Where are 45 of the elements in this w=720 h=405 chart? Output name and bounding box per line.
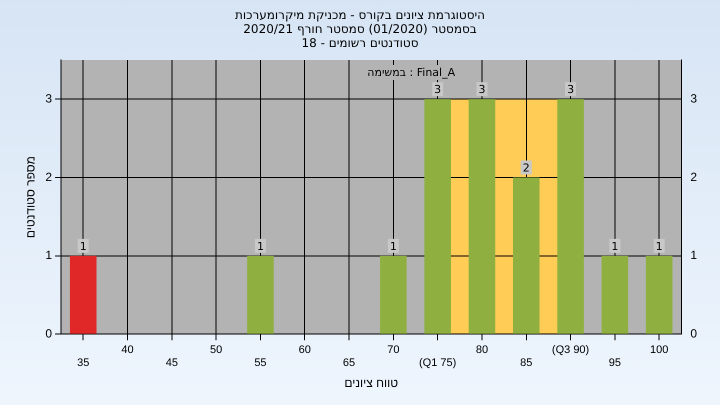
x-tick-label: (Q1 75) bbox=[419, 357, 456, 370]
y2-tick-label: 1 bbox=[690, 248, 698, 262]
x-axis-title: טווח ציונים bbox=[344, 376, 398, 390]
x-tick-label: 85 bbox=[520, 357, 532, 370]
y2-tick-label: 3 bbox=[690, 91, 698, 106]
x-tick-label: 60 bbox=[298, 344, 311, 356]
bar bbox=[646, 256, 672, 334]
data-label: 1 bbox=[256, 240, 264, 253]
y-tick-label: 0 bbox=[45, 326, 52, 341]
y2-tick-label: 2 bbox=[690, 170, 698, 184]
y-tick-label: 2 bbox=[45, 170, 52, 184]
x-tick-label: 40 bbox=[121, 344, 134, 356]
bar bbox=[424, 99, 451, 334]
chart-subtitle: בסמסטר (01/2020) סמסטר חורף 2020/21 סטודנטים רשומים - 18 bbox=[242, 22, 478, 50]
data-label: 3 bbox=[478, 83, 486, 96]
annotation: במשימה : Final_A bbox=[367, 66, 456, 79]
bar bbox=[468, 99, 496, 334]
x-tick-label: 35 bbox=[77, 357, 90, 370]
y2-tick-label: 0 bbox=[690, 326, 698, 341]
y-tick-label: 1 bbox=[45, 248, 52, 262]
data-label: 1 bbox=[80, 240, 87, 253]
x-tick-label: 55 bbox=[254, 357, 267, 370]
x-tick-label: 45 bbox=[166, 357, 178, 370]
data-label: 1 bbox=[390, 240, 397, 253]
x-tick-label: 50 bbox=[210, 344, 222, 356]
chart-title: היסטוגרמת ציונים בקורס - מכניקת מיקרומערכות bbox=[234, 8, 486, 22]
bar bbox=[247, 256, 274, 334]
x-tick-label: (Q3 90) bbox=[552, 344, 590, 356]
bar bbox=[557, 99, 584, 334]
y-tick-label: 3 bbox=[45, 91, 52, 106]
y-axis-title: מספר סטודנטים bbox=[24, 156, 38, 238]
bar bbox=[380, 256, 407, 334]
bar bbox=[70, 256, 97, 334]
data-label: 1 bbox=[656, 240, 663, 253]
data-label: 3 bbox=[434, 83, 442, 96]
x-tick-label: 65 bbox=[342, 357, 356, 370]
data-label: 2 bbox=[522, 162, 530, 175]
data-label: 1 bbox=[611, 240, 618, 253]
x-tick-label: 80 bbox=[476, 344, 488, 356]
x-tick-label: 100 bbox=[650, 344, 668, 356]
x-tick-label: 70 bbox=[387, 344, 400, 356]
data-label: 3 bbox=[567, 83, 574, 96]
bar bbox=[512, 178, 540, 334]
x-tick-label: 95 bbox=[608, 357, 621, 370]
bar bbox=[602, 256, 628, 334]
